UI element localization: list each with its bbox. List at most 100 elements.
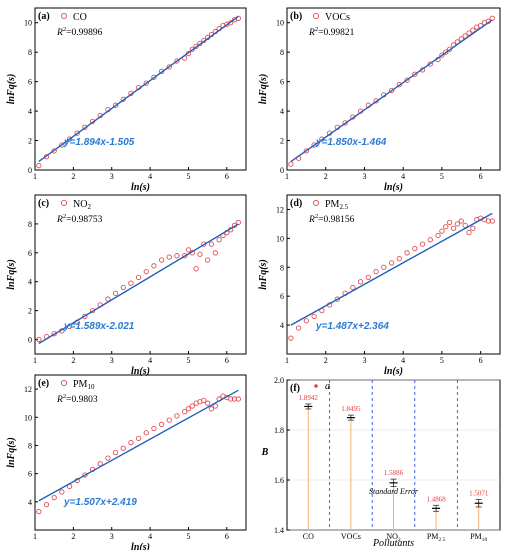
- y-tick-label: 10: [24, 413, 32, 422]
- y-tick-label: 10: [24, 19, 32, 28]
- data-point: [151, 425, 157, 432]
- y-tick-label: 6: [28, 78, 32, 87]
- data-point: [447, 219, 453, 226]
- data-point: [36, 336, 42, 343]
- data-point: [365, 274, 371, 281]
- data-point: [388, 87, 395, 94]
- data-point: [158, 421, 165, 427]
- data-point: [427, 237, 433, 243]
- x-tick-label: 6: [479, 356, 483, 365]
- data-point: [462, 222, 468, 229]
- data-point: [303, 318, 310, 324]
- y-axis-title: lnFq(s): [6, 259, 17, 290]
- legend-marker: [314, 384, 318, 388]
- category-label: PM2.5: [427, 532, 446, 543]
- y-tick-label: 4: [28, 498, 32, 507]
- category-label: CO: [303, 532, 314, 541]
- x-axis-title: ln(s): [131, 366, 150, 377]
- data-point: [350, 284, 356, 291]
- plot-frame: [34, 7, 247, 171]
- value-label: 1.4868: [426, 495, 446, 503]
- y-tick-label: 8: [28, 220, 32, 229]
- data-point: [59, 489, 65, 495]
- data-point: [435, 232, 441, 239]
- data-point: [201, 397, 207, 404]
- data-point: [36, 162, 42, 169]
- data-point: [193, 266, 199, 272]
- data-point: [342, 120, 348, 126]
- panel-f: 1.4 1.6 1.8 2.0 1.8942 CO 1.8495 VOCs 1.5886 NO2 1…: [261, 376, 501, 549]
- x-tick-label: 4: [148, 532, 152, 541]
- data-point: [51, 148, 57, 154]
- x-axis-title: ln(s): [131, 542, 150, 550]
- data-point: [439, 52, 445, 58]
- y-tick-label: 1.6: [274, 476, 284, 485]
- data-point: [135, 274, 142, 281]
- panel-c: 1 2 3 4 5 6 0 2 4 6 8 (c) NO2 R2=0.98753 y=1.589x-2.02…: [6, 194, 247, 377]
- y-tick-label: 8: [280, 48, 284, 57]
- data-point: [82, 472, 88, 478]
- data-point: [427, 61, 433, 67]
- data-point: [454, 221, 461, 227]
- data-point: [43, 501, 50, 508]
- legend-marker: [312, 12, 320, 20]
- y-tick-label: 1.8: [274, 426, 284, 435]
- x-tick-label: 4: [401, 172, 405, 181]
- data-point: [185, 247, 192, 253]
- legend-label: NO2: [73, 199, 91, 211]
- standard-error-annotation: Standard Error: [369, 487, 419, 496]
- y-tick-label: 8: [28, 48, 32, 57]
- fit-line: [38, 15, 239, 163]
- category-label: NO2: [386, 532, 401, 543]
- fit-equation: y=1.589x-2.021: [63, 321, 135, 332]
- value-label: 1.8942: [299, 394, 319, 402]
- fit-equation: y=1.894x-1.505: [63, 137, 135, 148]
- data-point: [466, 30, 472, 36]
- data-point: [66, 136, 73, 142]
- value-label: 1.8495: [341, 405, 361, 413]
- data-point: [450, 225, 457, 231]
- y-tick-label: 4: [28, 107, 32, 116]
- data-point: [447, 46, 453, 52]
- data-point: [51, 494, 57, 501]
- panel-tag: (b): [290, 11, 302, 22]
- data-point: [181, 408, 188, 415]
- fit-equation: y=1.507x+2.419: [63, 497, 137, 508]
- x-axis-title: ln(s): [384, 182, 403, 193]
- data-point: [404, 77, 410, 83]
- data-point: [311, 313, 317, 320]
- y-tick-label: 4: [28, 278, 32, 287]
- panel-tag: (f): [290, 383, 300, 394]
- data-point: [458, 218, 464, 224]
- data-point: [489, 218, 495, 224]
- data-point: [82, 124, 88, 130]
- data-point: [120, 445, 126, 451]
- data-point: [357, 279, 364, 285]
- fit-line: [38, 389, 239, 502]
- fit-equation: y=1.487x+2.364: [315, 321, 389, 332]
- fit-line: [38, 223, 239, 345]
- x-tick-label: 5: [186, 356, 190, 365]
- y-axis-title: B: [261, 447, 269, 458]
- x-tick-label: 4: [148, 172, 152, 181]
- legend-marker: [60, 12, 68, 20]
- data-point: [143, 268, 149, 275]
- data-point: [158, 257, 165, 263]
- x-tick-label: 2: [324, 356, 328, 365]
- data-point: [216, 237, 222, 243]
- data-point: [128, 439, 134, 446]
- y-tick-label: 2: [28, 137, 32, 146]
- r-squared-label: R2=0.99896: [56, 26, 103, 38]
- data-point: [439, 228, 445, 234]
- data-point: [485, 218, 492, 224]
- data-point: [174, 413, 180, 419]
- panel-tag: (e): [38, 378, 49, 389]
- data-point: [112, 290, 119, 296]
- data-point: [151, 74, 157, 80]
- x-tick-label: 1: [285, 356, 289, 365]
- data-point: [443, 49, 449, 55]
- fit-line: [290, 19, 493, 163]
- plot-frame: [34, 194, 247, 355]
